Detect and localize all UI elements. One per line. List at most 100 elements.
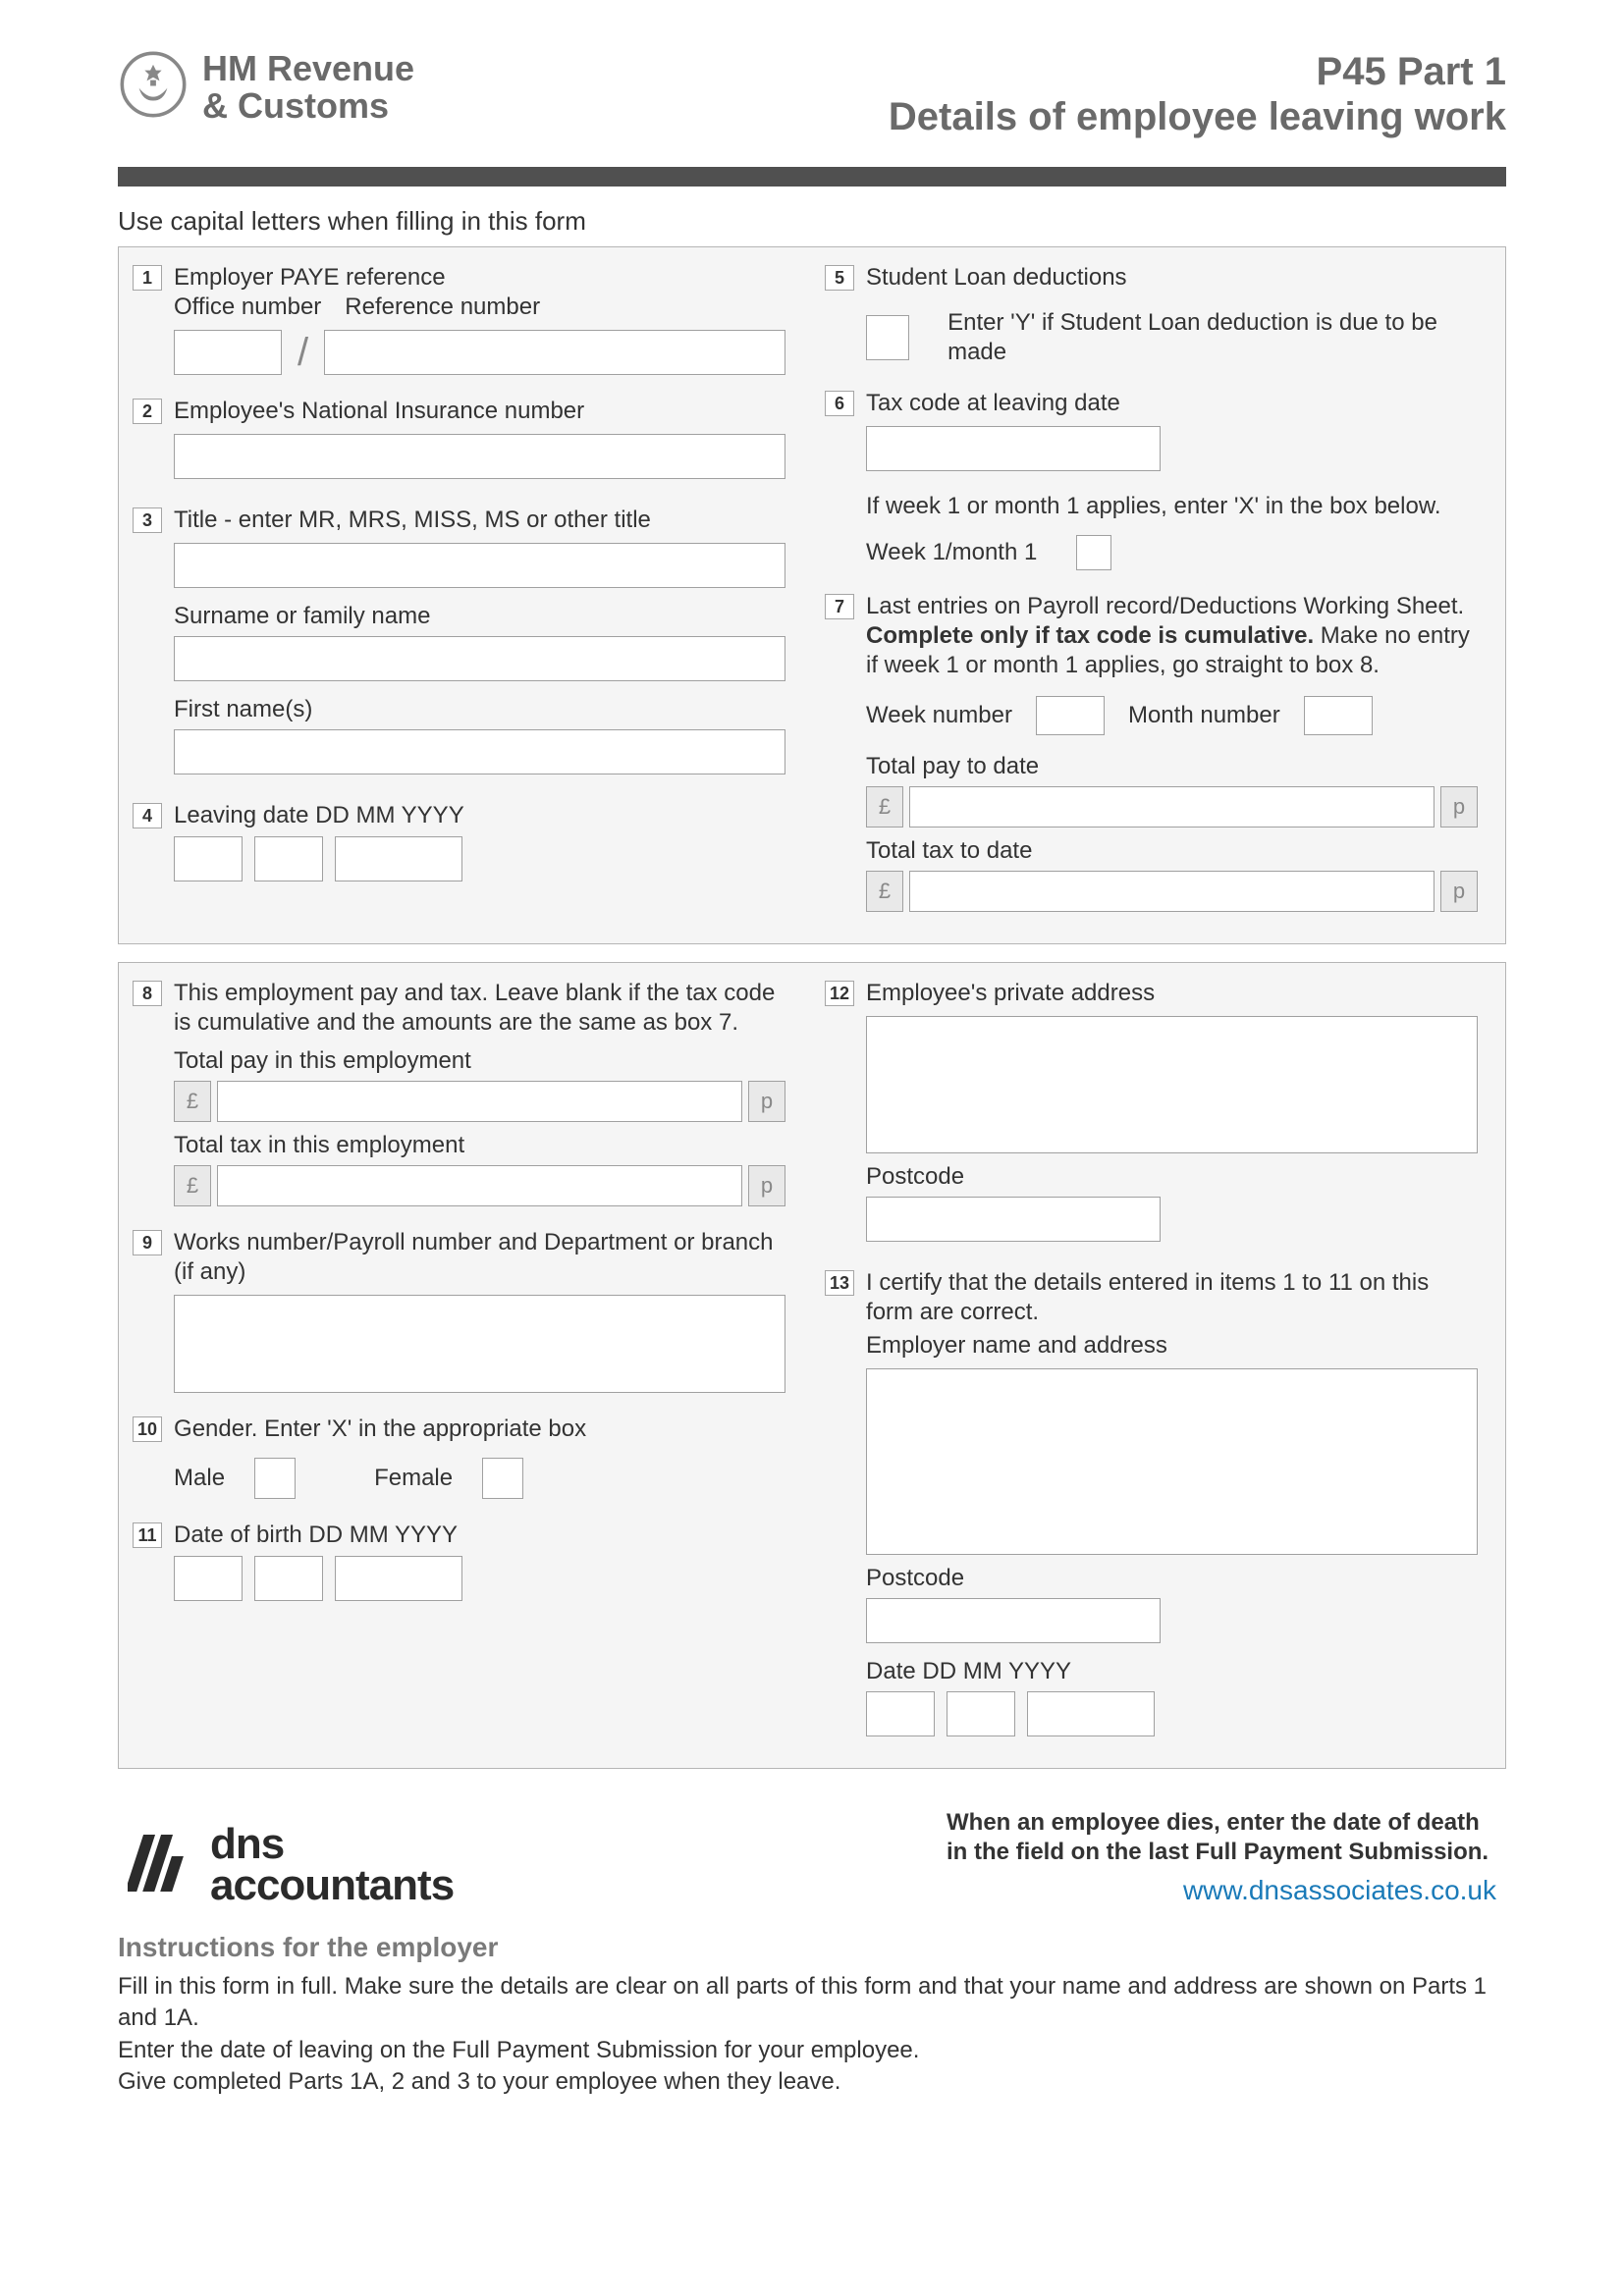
employer-name-label: Employer name and address <box>866 1331 1478 1361</box>
field-label: I certify that the details entered in it… <box>866 1268 1478 1327</box>
field-2: 2 Employee's National Insurance number <box>133 397 785 484</box>
section1-left: 1 Employer PAYE reference Office number R… <box>133 263 785 920</box>
field-label-a: Last entries on Payroll record/Deduction… <box>866 592 1478 680</box>
field-label: Title - enter MR, MRS, MISS, MS or other… <box>174 506 785 535</box>
field-11: 11 Date of birth DD MM YYYY <box>133 1521 785 1601</box>
field-1: 1 Employer PAYE reference Office number R… <box>133 263 785 375</box>
pence-symbol: p <box>748 1081 785 1122</box>
field-label: Tax code at leaving date <box>866 389 1478 418</box>
leaving-mm-input[interactable] <box>254 836 323 881</box>
title-input[interactable] <box>174 543 785 588</box>
employee-address-input[interactable] <box>866 1016 1478 1153</box>
hmrc-line1: HM Revenue <box>202 50 414 87</box>
field-label: Leaving date DD MM YYYY <box>174 801 785 830</box>
section2-right: 12 Employee's private address Postcode 1… <box>825 979 1478 1744</box>
field-5: 5 Student Loan deductions Enter 'Y' if S… <box>825 263 1478 367</box>
total-pay-input[interactable] <box>909 786 1435 828</box>
pound-symbol: £ <box>866 786 903 828</box>
leaving-yyyy-input[interactable] <box>335 836 462 881</box>
dob-yyyy-input[interactable] <box>335 1556 462 1601</box>
field-label: Date of birth DD MM YYYY <box>174 1521 785 1550</box>
field-number: 10 <box>133 1416 162 1442</box>
section-2: 8 This employment pay and tax. Leave bla… <box>118 962 1506 1769</box>
female-label: Female <box>374 1464 453 1493</box>
employer-address-input[interactable] <box>866 1368 1478 1555</box>
pound-symbol: £ <box>866 871 903 912</box>
month-number-input[interactable] <box>1304 696 1373 735</box>
student-loan-input[interactable] <box>866 315 909 360</box>
cert-date-label: Date DD MM YYYY <box>866 1658 1478 1685</box>
form-header: HM Revenue & Customs P45 Part 1 Details … <box>118 49 1506 139</box>
field-6: 6 Tax code at leaving date If week 1 or … <box>825 389 1478 570</box>
reference-number-input[interactable] <box>324 330 785 375</box>
surname-label: Surname or family name <box>174 603 785 630</box>
pound-symbol: £ <box>174 1081 211 1122</box>
field-12: 12 Employee's private address Postcode <box>825 979 1478 1247</box>
field-label: Employee's National Insurance number <box>174 397 785 426</box>
field-13: 13 I certify that the details entered in… <box>825 1268 1478 1736</box>
tax-code-input[interactable] <box>866 426 1161 471</box>
dns-url[interactable]: www.dnsassociates.co.uk <box>947 1875 1496 1906</box>
works-number-input[interactable] <box>174 1295 785 1393</box>
field-number: 11 <box>133 1522 162 1548</box>
field-10: 10 Gender. Enter 'X' in the appropriate … <box>133 1415 785 1499</box>
reference-number-label: Reference number <box>345 294 540 320</box>
dns-brand: dns accountants <box>128 1824 454 1906</box>
emp-total-tax-label: Total tax in this employment <box>174 1132 785 1159</box>
office-number-input[interactable] <box>174 330 282 375</box>
emp-total-tax-input[interactable] <box>217 1165 742 1206</box>
ni-number-input[interactable] <box>174 434 785 479</box>
field-number: 5 <box>825 265 854 291</box>
month-number-label: Month number <box>1128 701 1280 730</box>
firstname-label: First name(s) <box>174 696 785 723</box>
title-line2: Details of employee leaving work <box>889 94 1506 139</box>
employee-postcode-input[interactable] <box>866 1197 1161 1242</box>
field-number: 1 <box>133 265 162 291</box>
instructions-heading: Instructions for the employer <box>118 1932 1506 1963</box>
title-line1: P45 Part 1 <box>889 49 1506 94</box>
week1-label: Week 1/month 1 <box>866 538 1037 567</box>
footer-row: dns accountants When an employee dies, e… <box>118 1808 1506 1906</box>
employer-postcode-input[interactable] <box>866 1598 1161 1643</box>
dns-line2: accountants <box>210 1865 454 1906</box>
field-number: 4 <box>133 803 162 828</box>
firstname-input[interactable] <box>174 729 785 774</box>
week1-input[interactable] <box>1076 535 1111 570</box>
dns-line1: dns <box>210 1824 454 1865</box>
female-checkbox[interactable] <box>482 1458 523 1499</box>
field-7: 7 Last entries on Payroll record/Deducti… <box>825 592 1478 912</box>
male-checkbox[interactable] <box>254 1458 296 1499</box>
instr-p1: Fill in this form in full. Make sure the… <box>118 1971 1506 2035</box>
student-loan-note: Enter 'Y' if Student Loan deduction is d… <box>947 308 1478 367</box>
week-number-label: Week number <box>866 701 1012 730</box>
field-label: Employer PAYE reference <box>174 263 785 293</box>
emp-total-pay-label: Total pay in this employment <box>174 1047 785 1075</box>
dns-name: dns accountants <box>210 1824 454 1906</box>
emp-total-pay-input[interactable] <box>217 1081 742 1122</box>
field-3: 3 Title - enter MR, MRS, MISS, MS or oth… <box>133 506 785 779</box>
section1-right: 5 Student Loan deductions Enter 'Y' if S… <box>825 263 1478 920</box>
leaving-dd-input[interactable] <box>174 836 243 881</box>
cert-mm-input[interactable] <box>947 1691 1015 1736</box>
paye-slash: / <box>292 331 314 375</box>
dob-dd-input[interactable] <box>174 1556 243 1601</box>
section2-left: 8 This employment pay and tax. Leave bla… <box>133 979 785 1744</box>
total-tax-input[interactable] <box>909 871 1435 912</box>
cert-dd-input[interactable] <box>866 1691 935 1736</box>
field-sublabels: Office number Reference number <box>174 293 785 322</box>
field-label: Gender. Enter 'X' in the appropriate box <box>174 1415 785 1444</box>
form-title: P45 Part 1 Details of employee leaving w… <box>889 49 1506 139</box>
office-number-label: Office number <box>174 294 321 320</box>
cert-yyyy-input[interactable] <box>1027 1691 1155 1736</box>
week-number-input[interactable] <box>1036 696 1105 735</box>
section-1: 1 Employer PAYE reference Office number R… <box>118 246 1506 944</box>
dob-mm-input[interactable] <box>254 1556 323 1601</box>
surname-input[interactable] <box>174 636 785 681</box>
field-number: 12 <box>825 981 854 1006</box>
male-label: Male <box>174 1464 225 1493</box>
field-number: 7 <box>825 594 854 619</box>
pence-symbol: p <box>1440 786 1478 828</box>
field-number: 6 <box>825 391 854 416</box>
dns-stripes-icon <box>128 1829 196 1902</box>
total-tax-label: Total tax to date <box>866 837 1478 865</box>
